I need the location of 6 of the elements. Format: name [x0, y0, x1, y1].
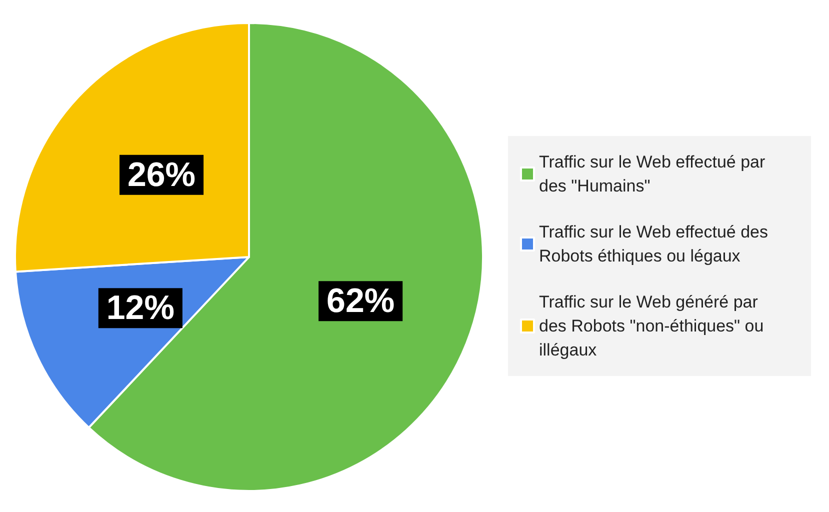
data-label: 62%	[326, 282, 395, 320]
data-label: 26%	[127, 156, 196, 194]
data-label: 12%	[106, 289, 174, 328]
legend-label: Traffic sur le Web effectué par des "Humains"	[539, 152, 770, 196]
legend-label: Traffic sur le Web effectué des Robots éthiques ou légaux	[539, 222, 773, 266]
legend-label: Traffic sur le Web généré par des Robots "non-éthiques" ou illégaux	[539, 292, 768, 360]
